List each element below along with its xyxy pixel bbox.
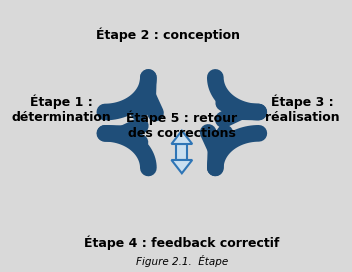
- Text: Étape 5 : retour
des corrections: Étape 5 : retour des corrections: [126, 111, 237, 140]
- FancyArrow shape: [171, 131, 192, 144]
- FancyArrow shape: [171, 160, 192, 173]
- Text: Figure 2.1.  Étape: Figure 2.1. Étape: [136, 255, 228, 267]
- FancyArrow shape: [176, 144, 187, 160]
- Text: Étape 1 :
détermination: Étape 1 : détermination: [12, 95, 111, 124]
- Text: Étape 3 :
réalisation: Étape 3 : réalisation: [265, 95, 340, 124]
- Text: Étape 2 : conception: Étape 2 : conception: [96, 27, 240, 42]
- Text: Étape 4 : feedback correctif: Étape 4 : feedback correctif: [84, 235, 279, 250]
